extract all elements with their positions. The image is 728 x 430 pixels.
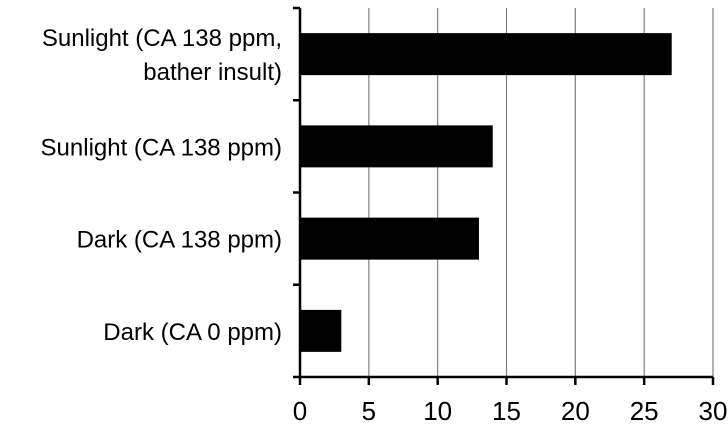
x-tick-label-10: 10	[423, 396, 452, 426]
category-label-1-0: Sunlight (CA 138 ppm)	[41, 134, 282, 161]
axes	[293, 6, 715, 385]
category-label-3-0: Dark (CA 0 ppm)	[103, 319, 282, 346]
bar-3	[300, 309, 342, 352]
bars	[300, 33, 672, 352]
bar-2	[300, 217, 479, 260]
x-tick-label-25: 25	[630, 396, 659, 426]
x-tick-label-0: 0	[293, 396, 307, 426]
bar-0	[300, 33, 672, 76]
x-tick-label-15: 15	[492, 396, 521, 426]
category-label-0-1: bather insult)	[143, 59, 282, 86]
tick-labels: 0 5 10 15 20 25 30	[293, 396, 728, 426]
category-label-2-0: Dark (CA 138 ppm)	[77, 227, 282, 254]
x-tick-label-5: 5	[362, 396, 376, 426]
category-labels: Sunlight (CA 138 ppm, bather insult) Sunli…	[41, 25, 282, 346]
x-tick-label-20: 20	[561, 396, 590, 426]
category-label-0-0: Sunlight (CA 138 ppm,	[42, 25, 282, 52]
x-tick-label-30: 30	[699, 396, 728, 426]
bar-1	[300, 125, 493, 168]
